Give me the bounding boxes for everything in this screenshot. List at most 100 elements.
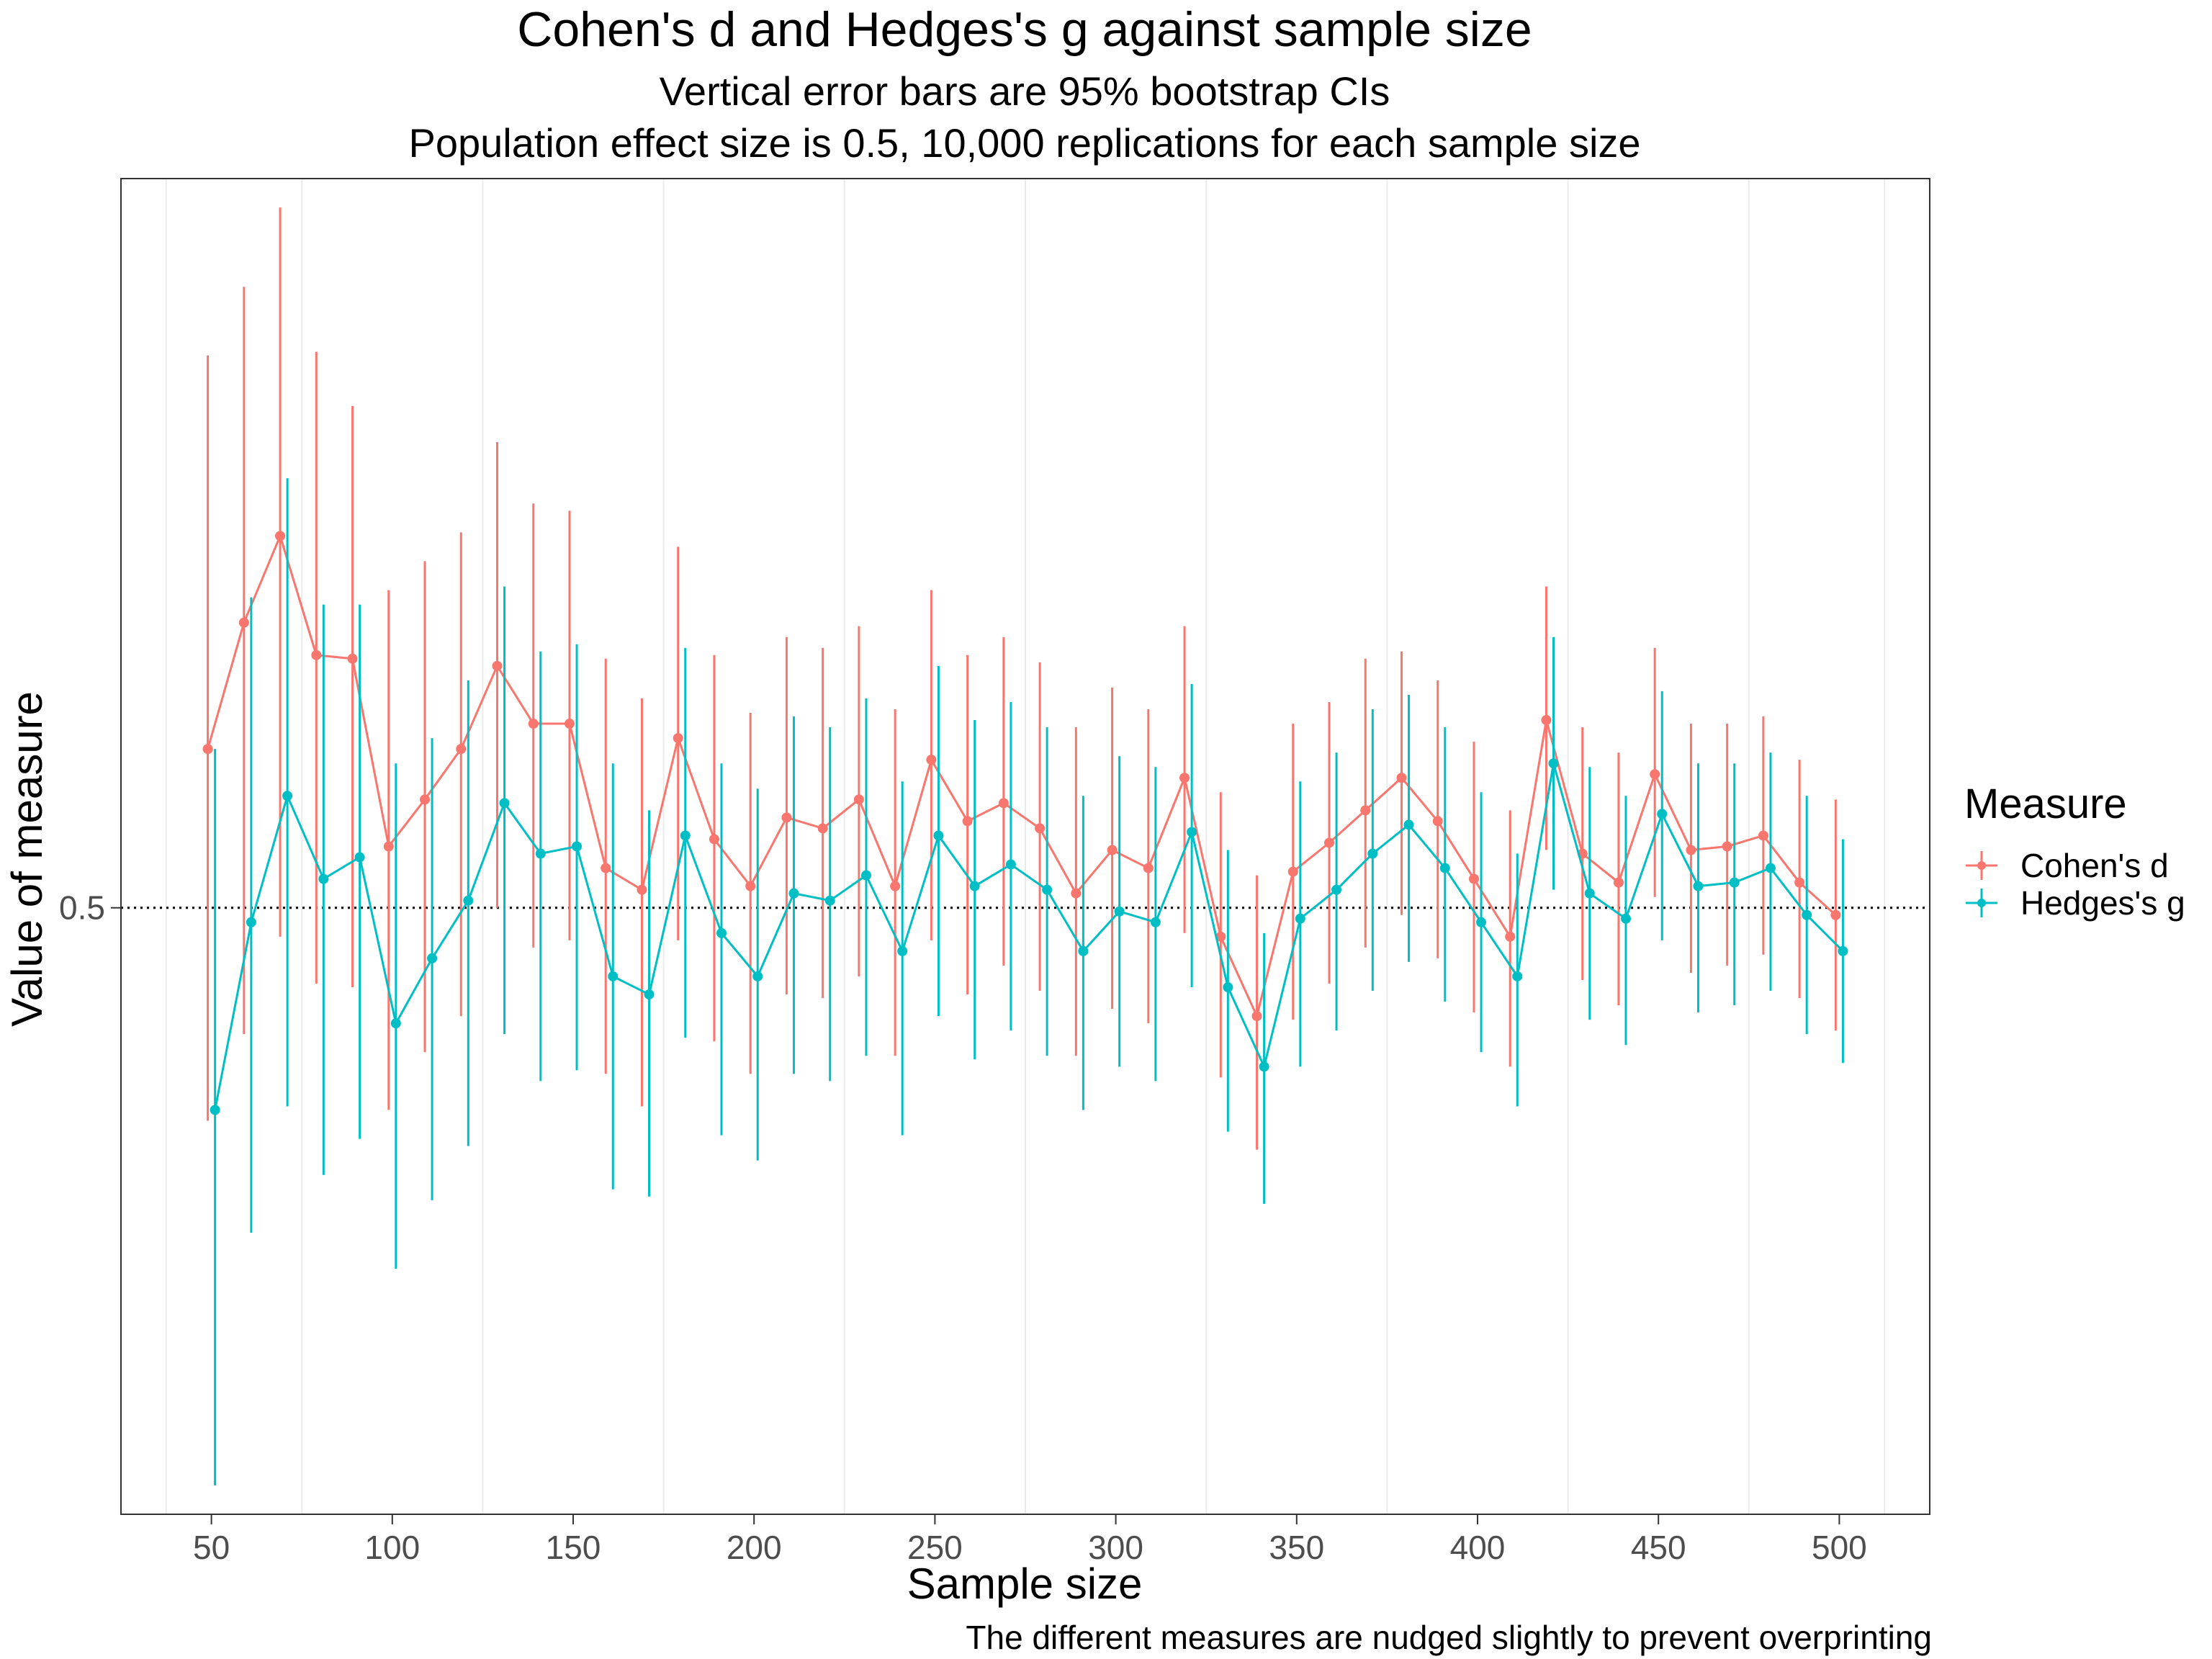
data-point-cohens-d [492, 660, 503, 671]
data-point-cohens-d [1071, 888, 1082, 899]
data-point-cohens-d [1179, 773, 1190, 783]
x-tick-label: 100 [364, 1529, 420, 1566]
x-tick-label: 450 [1631, 1529, 1686, 1566]
data-point-hedges-g [572, 841, 583, 852]
data-point-cohens-d [601, 863, 611, 873]
chart-subtitle-line-2: Population effect size is 0.5, 10,000 re… [408, 120, 1640, 166]
x-tick-label: 400 [1450, 1529, 1506, 1566]
data-point-cohens-d [1432, 816, 1443, 827]
data-point-cohens-d [1396, 773, 1407, 783]
series-line-cohens-d [207, 532, 1837, 1020]
data-point-hedges-g [1078, 945, 1089, 956]
data-point-cohens-d [998, 798, 1009, 809]
data-point-hedges-g [788, 888, 799, 899]
data-point-hedges-g [427, 953, 438, 963]
data-point-hedges-g [390, 1018, 401, 1029]
x-tick-label: 350 [1269, 1529, 1324, 1566]
data-point-cohens-d [1287, 866, 1298, 877]
data-point-hedges-g [969, 881, 980, 891]
data-point-cohens-d [673, 733, 683, 744]
data-point-cohens-d [817, 823, 828, 834]
data-point-hedges-g [1693, 881, 1704, 891]
data-point-hedges-g [1295, 913, 1305, 924]
data-point-hedges-g [1331, 884, 1342, 895]
legend-key-hedges-g-point [1977, 899, 1986, 907]
data-point-hedges-g [1187, 827, 1197, 837]
data-point-hedges-g [463, 895, 474, 906]
x-tick-label: 500 [1812, 1529, 1867, 1566]
chart-caption: The different measures are nudged slight… [966, 1619, 1932, 1656]
data-point-cohens-d [1758, 830, 1768, 841]
data-point-cohens-d [1215, 931, 1226, 942]
data-point-hedges-g [1403, 819, 1414, 830]
series-cohens-d [202, 207, 1841, 1150]
data-point-hedges-g [282, 791, 293, 801]
x-tick-label: 50 [193, 1529, 230, 1566]
data-point-hedges-g [210, 1105, 220, 1115]
data-point-cohens-d [962, 816, 973, 827]
data-point-cohens-d [1360, 805, 1371, 816]
chart-title: Cohen's d and Hedges's g against sample … [517, 2, 1532, 57]
data-point-cohens-d [1830, 909, 1841, 920]
data-point-cohens-d [564, 719, 575, 729]
series-hedges-g [210, 478, 1848, 1485]
data-point-cohens-d [745, 881, 756, 891]
series-line-hedges-g [214, 763, 1844, 1110]
data-point-hedges-g [1765, 863, 1776, 873]
data-point-cohens-d [1541, 715, 1552, 726]
data-point-cohens-d [1505, 931, 1516, 942]
data-point-hedges-g [1042, 884, 1053, 895]
data-point-hedges-g [354, 852, 365, 863]
data-point-cohens-d [1468, 873, 1479, 884]
data-point-cohens-d [709, 834, 719, 845]
data-point-hedges-g [1548, 758, 1559, 769]
data-point-hedges-g [897, 945, 908, 956]
data-point-hedges-g [1729, 877, 1740, 888]
data-point-cohens-d [781, 812, 792, 823]
data-point-cohens-d [890, 881, 901, 891]
data-point-hedges-g [716, 927, 727, 938]
data-point-cohens-d [1686, 845, 1696, 855]
x-tick-label: 150 [546, 1529, 601, 1566]
data-point-hedges-g [1584, 888, 1595, 899]
plot-area: 50 100 150 200 250 300 350 400 450 500 0.5 [59, 178, 1930, 1566]
data-point-hedges-g [318, 873, 329, 884]
data-point-hedges-g [1512, 971, 1523, 981]
data-point-cohens-d [383, 841, 394, 852]
data-point-hedges-g [499, 798, 510, 809]
data-point-cohens-d [420, 794, 431, 805]
data-point-hedges-g [1114, 906, 1125, 917]
x-tick-label: 200 [727, 1529, 782, 1566]
data-point-hedges-g [535, 848, 546, 859]
x-axis-label: Sample size [907, 1560, 1143, 1608]
data-point-hedges-g [1439, 863, 1450, 873]
data-point-cohens-d [1722, 841, 1732, 852]
data-point-hedges-g [1620, 913, 1631, 924]
data-point-hedges-g [608, 971, 619, 981]
data-point-cohens-d [1650, 769, 1660, 780]
data-point-hedges-g [1838, 945, 1848, 956]
panel-border [120, 178, 1930, 1515]
legend-item-hedges-g: Hedges's g [1966, 884, 2185, 922]
data-point-cohens-d [1143, 863, 1154, 873]
data-point-cohens-d [926, 755, 937, 765]
data-point-hedges-g [1223, 982, 1233, 993]
data-point-hedges-g [644, 989, 655, 1000]
legend-item-cohens-d: Cohen's d [1966, 847, 2169, 884]
legend-label-cohens-d: Cohen's d [2020, 847, 2169, 884]
data-point-cohens-d [1794, 877, 1805, 888]
data-point-cohens-d [275, 531, 286, 541]
data-point-cohens-d [1251, 1011, 1262, 1022]
data-point-cohens-d [1324, 837, 1335, 848]
y-tick-label: 0.5 [59, 889, 105, 927]
data-point-cohens-d [202, 744, 213, 755]
chart-subtitle-line-1: Vertical error bars are 95% bootstrap CI… [660, 68, 1390, 114]
data-point-hedges-g [1657, 809, 1668, 819]
data-point-cohens-d [528, 719, 539, 729]
data-point-cohens-d [853, 794, 864, 805]
x-tick-label: 300 [1088, 1529, 1143, 1566]
x-tick-label: 250 [907, 1529, 963, 1566]
data-point-cohens-d [238, 617, 249, 628]
